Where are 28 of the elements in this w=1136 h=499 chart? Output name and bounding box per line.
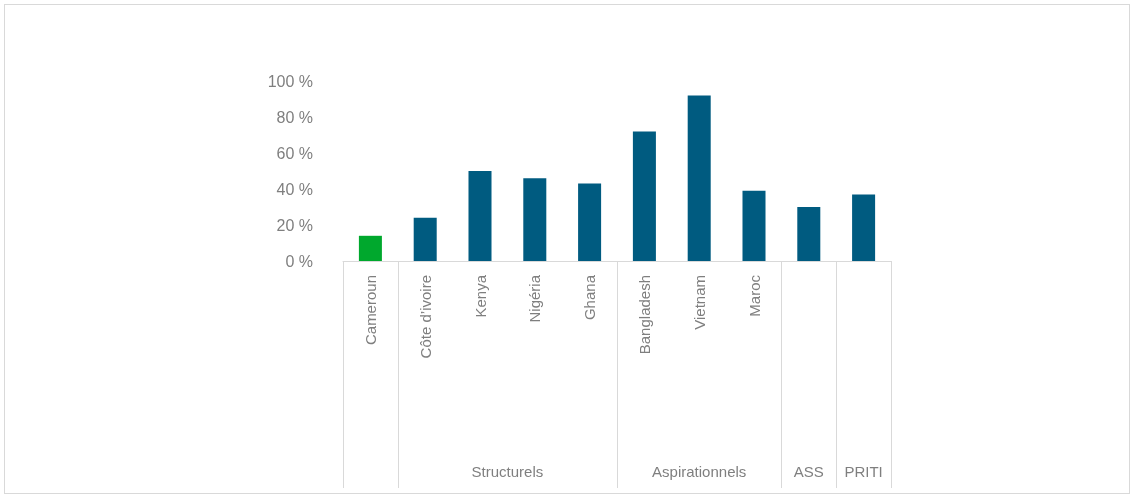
y-tick-label: 60 %: [276, 144, 313, 162]
bar: [523, 178, 547, 261]
y-tick-label: 100 %: [267, 72, 313, 90]
y-tick-label: 0 %: [285, 252, 313, 270]
bar: [468, 171, 492, 261]
x-tick-label: Bangladesh: [635, 275, 653, 355]
bar: [632, 131, 656, 261]
x-tick-label: Maroc: [745, 274, 763, 317]
bar: [797, 207, 821, 261]
text: ASS: [793, 462, 824, 480]
bar: [358, 235, 382, 261]
x-tick-label: Côte d’ivoire: [416, 275, 434, 359]
x-tick-label: Vietnam: [690, 275, 708, 330]
text: PRITI: [844, 462, 883, 480]
bar: [578, 183, 602, 261]
x-tick-label: Kenya: [471, 274, 489, 318]
bar: [687, 95, 711, 261]
y-tick-label: 80 %: [276, 108, 313, 126]
y-tick-label: 40 %: [276, 180, 313, 198]
text: Structurels: [471, 462, 544, 480]
bar: [742, 190, 766, 261]
x-tick-label: Nigéria: [526, 274, 544, 323]
bar: [852, 194, 876, 261]
y-tick-label: 20 %: [276, 216, 313, 234]
x-tick-label: Ghana: [581, 274, 599, 321]
text: Aspirationnels: [652, 462, 747, 480]
x-tick-label: Cameroun: [361, 275, 379, 346]
bar: [413, 217, 437, 261]
